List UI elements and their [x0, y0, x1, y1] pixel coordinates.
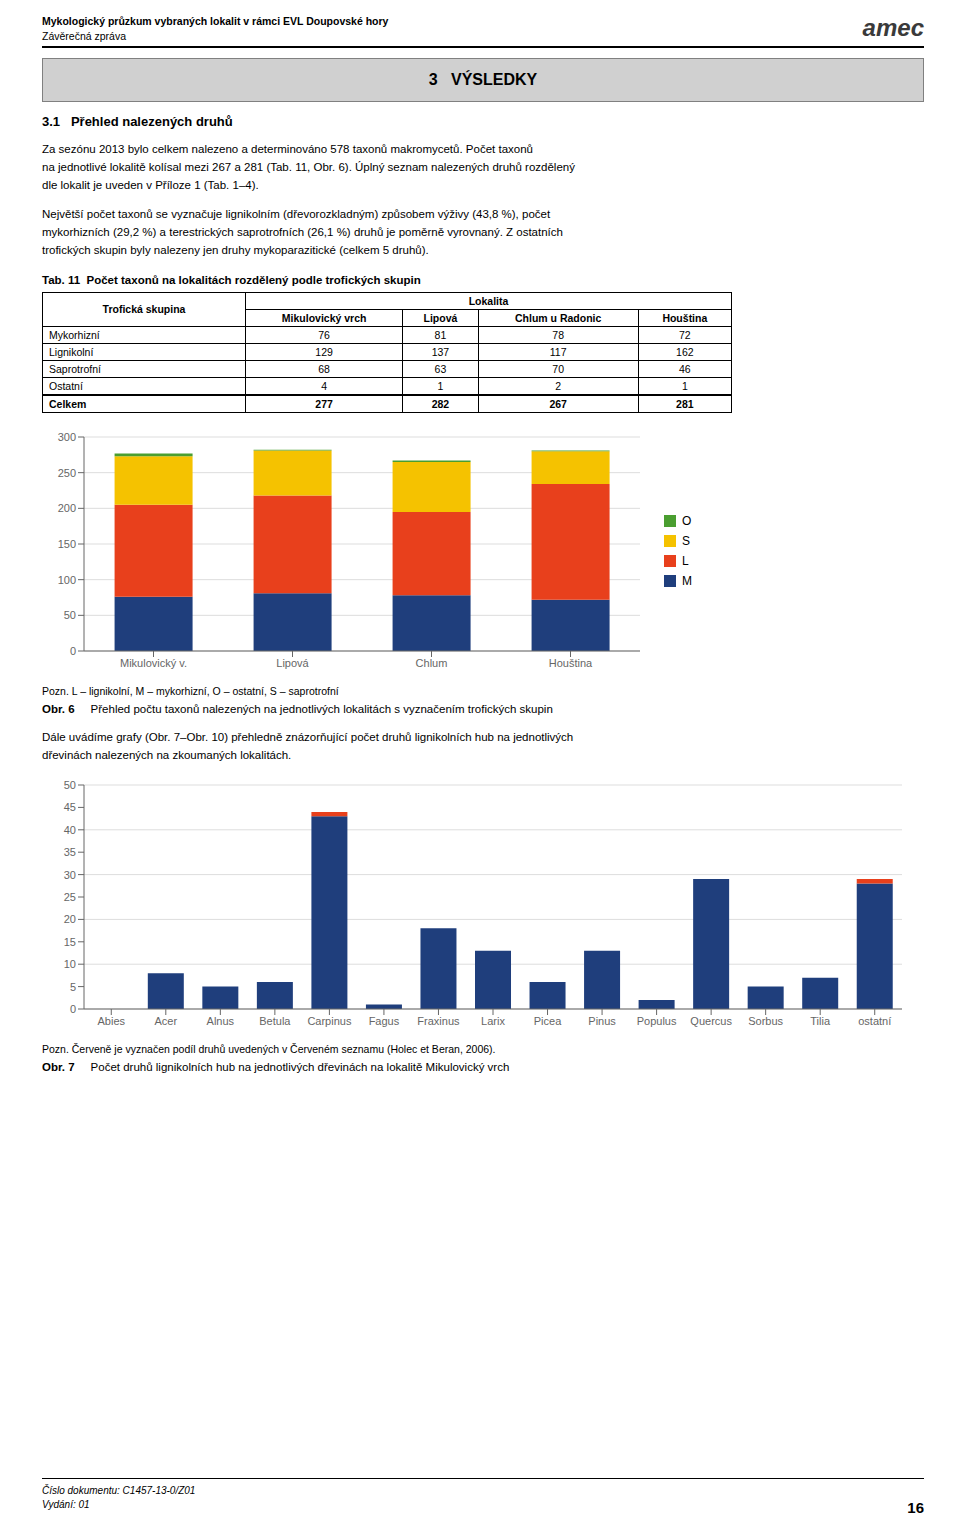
svg-text:Abies: Abies: [98, 1014, 126, 1026]
svg-text:Larix: Larix: [481, 1014, 505, 1026]
svg-text:100: 100: [58, 573, 76, 585]
svg-text:Acer: Acer: [154, 1014, 177, 1026]
html-text:2: 2: [555, 379, 562, 392]
html-text:277: 277: [315, 397, 333, 410]
html-text:Přehled počtu taxonů nalezenýc: Přehled počtu taxonů nalezených na jedno…: [90, 702, 553, 715]
svg-text:250: 250: [58, 466, 76, 478]
svg-text:Picea: Picea: [534, 1014, 562, 1026]
html-text:46: 46: [679, 362, 691, 375]
html-text:16: 16: [907, 1499, 924, 1516]
html-text:70: 70: [552, 362, 564, 375]
svg-text:15: 15: [64, 935, 76, 947]
svg-text:300: 300: [58, 431, 76, 443]
html-text:81: 81: [434, 328, 447, 341]
html-text:Lignikolní: Lignikolní: [49, 345, 94, 358]
svg-text:Mikulovický v.: Mikulovický v.: [120, 657, 187, 669]
svg-text:20: 20: [64, 913, 76, 925]
html-text:137: 137: [431, 345, 450, 358]
svg-text:Lipová: Lipová: [276, 657, 309, 669]
html-text:Obr. 7: Obr. 7: [42, 1060, 75, 1073]
html-text:78: 78: [552, 328, 564, 341]
html-text:3 VÝSLEDKY: 3 VÝSLEDKY: [428, 71, 538, 88]
html-text:76: 76: [318, 328, 330, 341]
html-text:Obr. 6: Obr. 6: [42, 702, 75, 715]
html-text:1: 1: [681, 379, 688, 392]
svg-text:30: 30: [64, 868, 76, 880]
svg-text:Carpinus: Carpinus: [307, 1014, 352, 1026]
html-text:117: 117: [549, 345, 567, 358]
svg-text:Fraxinus: Fraxinus: [417, 1014, 460, 1026]
html-text:Tab. 11 Počet taxonů na lokali: Tab. 11 Počet taxonů na lokalitách rozdě…: [42, 273, 421, 286]
svg-text:Houština: Houština: [549, 657, 593, 669]
html-text:281: 281: [676, 397, 694, 410]
svg-text:200: 200: [58, 502, 76, 514]
html-text:Mykologický průzkum vybraných: Mykologický průzkum vybraných lokalit v …: [42, 15, 389, 27]
html-text:Houština: Houština: [662, 311, 708, 324]
svg-text:150: 150: [58, 538, 76, 550]
svg-text:25: 25: [64, 890, 76, 902]
svg-text:Pinus: Pinus: [588, 1014, 616, 1026]
svg-text:Tilia: Tilia: [810, 1014, 831, 1026]
svg-text:Fagus: Fagus: [369, 1014, 400, 1026]
svg-text:50: 50: [64, 778, 76, 790]
svg-text:Populus: Populus: [637, 1014, 677, 1026]
html-text:4: 4: [321, 379, 327, 392]
html-text:O: O: [682, 513, 692, 528]
svg-text:Alnus: Alnus: [207, 1014, 235, 1026]
svg-text:Sorbus: Sorbus: [748, 1014, 783, 1026]
html-text:Mykorhizní: Mykorhizní: [49, 328, 100, 341]
svg-text:50: 50: [64, 609, 76, 621]
html-text:Počet druhů lignikolních hub n: Počet druhů lignikolních hub na jednotli…: [90, 1060, 510, 1073]
svg-text:35: 35: [64, 846, 76, 858]
html-text:Mikulovický vrch: Mikulovický vrch: [281, 311, 367, 324]
svg-text:ostatní: ostatní: [858, 1014, 891, 1026]
svg-text:0: 0: [70, 645, 76, 657]
svg-text:40: 40: [64, 823, 76, 835]
svg-text:45: 45: [64, 801, 76, 813]
html-text:Lipová: Lipová: [423, 311, 458, 324]
html-text:S: S: [682, 533, 690, 548]
html-text:162: 162: [676, 345, 694, 358]
svg-text:5: 5: [70, 980, 76, 992]
html-text:129: 129: [315, 345, 333, 358]
html-text:Vydání: 01: Vydání: 01: [42, 1499, 90, 1510]
html-text:Lokalita: Lokalita: [468, 294, 509, 307]
html-text:Za sezónu 2013 bylo celkem nal: Za sezónu 2013 bylo celkem nalezeno a de…: [42, 143, 575, 191]
html-text:amec: amec: [862, 14, 924, 41]
html-text:267: 267: [549, 397, 567, 410]
html-text:Závěrečná zpráva: Závěrečná zpráva: [42, 30, 126, 42]
html-text:63: 63: [434, 362, 447, 375]
html-text:Trofická skupina: Trofická skupina: [102, 303, 186, 316]
html-text:282: 282: [431, 397, 450, 410]
html-text:Dále uvádíme grafy (Obr. 7–Obr: Dále uvádíme grafy (Obr. 7–Obr. 10) přeh…: [42, 730, 574, 761]
html-text:Číslo dokumentu: C1457-13-0/Z0: Číslo dokumentu: C1457-13-0/Z01: [42, 1485, 196, 1496]
html-text:3.1 Přehled nalezených druhů: 3.1 Přehled nalezených druhů: [42, 114, 233, 129]
html-text:Největší počet taxonů se vyzna: Největší počet taxonů se vyznačuje ligni…: [42, 208, 563, 257]
html-text:1: 1: [437, 379, 444, 392]
svg-text:10: 10: [64, 958, 76, 970]
html-text:L: L: [682, 553, 689, 568]
html-text:72: 72: [679, 328, 691, 341]
svg-text:Betula: Betula: [259, 1014, 291, 1026]
svg-text:0: 0: [70, 1002, 76, 1014]
html-text:Pozn. Červeně je vyznačen podí: Pozn. Červeně je vyznačen podíl druhů uv…: [42, 1042, 496, 1055]
html-text:Ostatní: Ostatní: [49, 379, 83, 392]
svg-text:Quercus: Quercus: [690, 1014, 732, 1026]
html-text:Chlum u Radonic: Chlum u Radonic: [515, 311, 602, 324]
svg-text:Chlum: Chlum: [416, 657, 448, 669]
html-text:Saprotrofní: Saprotrofní: [49, 362, 101, 375]
html-text:M: M: [682, 573, 692, 588]
html-text:Celkem: Celkem: [49, 397, 87, 410]
html-text:68: 68: [318, 362, 330, 375]
html-text:Pozn. L – lignikolní, M – myko: Pozn. L – lignikolní, M – mykorhizní, O …: [42, 684, 339, 697]
